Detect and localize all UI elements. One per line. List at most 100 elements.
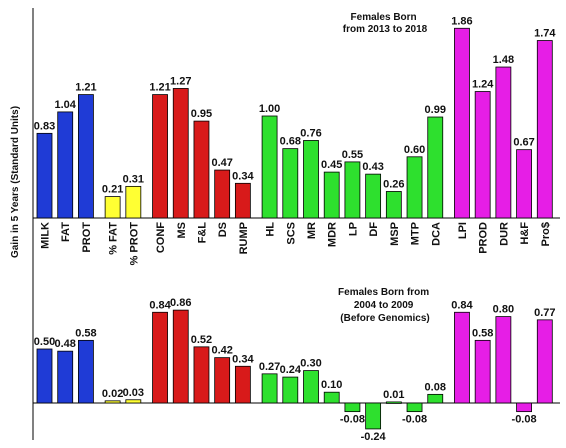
category-label-19: LPI <box>457 222 469 239</box>
category-label-3: % FAT <box>108 222 120 255</box>
top-value-label-20: 1.24 <box>472 79 494 91</box>
top-bar-4 <box>125 185 142 219</box>
top-value-label-18: 0.99 <box>425 104 446 116</box>
top-bar-20 <box>474 91 491 219</box>
bottom-value-label-8: 0.42 <box>211 345 232 357</box>
bottom-bar-14 <box>344 402 361 413</box>
bottom-value-label-21: 0.80 <box>493 304 514 316</box>
top-bar-0 <box>36 132 53 219</box>
top-bar-19 <box>454 27 470 219</box>
bottom-bar-8 <box>214 357 231 404</box>
bottom-bar-19 <box>454 311 470 404</box>
bottom-bar-20 <box>474 339 491 404</box>
top-bar-5 <box>152 94 168 219</box>
top-value-label-5: 1.21 <box>149 82 170 94</box>
top-bar-1 <box>57 111 74 219</box>
top-value-label-21: 1.48 <box>493 54 514 66</box>
top-value-label-15: 0.43 <box>362 161 383 173</box>
bottom-value-label-16: 0.01 <box>383 389 404 401</box>
category-label-10: HL <box>265 222 277 237</box>
top-value-label-22: 0.67 <box>513 137 534 149</box>
top-value-label-6: 1.27 <box>170 75 191 87</box>
bottom-bar-16 <box>385 401 402 404</box>
top-bar-17 <box>406 156 423 219</box>
bottom-chart-annotation: Females Born from 2004 to 2009 (Before G… <box>338 287 432 324</box>
bottom-value-label-13: 0.10 <box>321 379 342 391</box>
bottom-value-label-22: -0.08 <box>512 414 537 426</box>
top-bar-21 <box>495 66 512 219</box>
top-value-label-11: 0.68 <box>280 136 301 148</box>
bottom-value-label-12: 0.30 <box>300 358 321 370</box>
top-value-label-3: 0.21 <box>102 184 123 196</box>
top-bar-10 <box>261 115 278 219</box>
bottom-value-label-23: 0.77 <box>534 307 555 319</box>
category-label-9: RUMP <box>238 222 250 254</box>
top-annotation-line-2: from 2013 to 2018 <box>343 24 428 35</box>
bottom-bar-9 <box>234 365 251 404</box>
bottom-value-label-15: -0.24 <box>361 431 387 443</box>
bottom-chart-bars <box>36 309 553 430</box>
top-value-label-16: 0.26 <box>383 178 404 190</box>
category-label-20: PROD <box>478 222 490 254</box>
top-chart-category-labels: MILK FAT PROT % FAT % PROT CONF MS F&L DS RUMP HL S… <box>40 222 552 266</box>
top-chart-value-labels: 0.831.041.210.210.311.211.270.950.470.34… <box>34 15 557 195</box>
bottom-value-label-4: 0.03 <box>123 387 144 399</box>
bottom-value-label-14: -0.08 <box>340 414 365 426</box>
bottom-bar-7 <box>193 346 210 404</box>
category-label-18: DCA <box>430 222 442 246</box>
top-bar-22 <box>516 149 532 219</box>
top-value-label-1: 1.04 <box>54 99 76 111</box>
bottom-value-label-11: 0.24 <box>280 364 302 376</box>
top-value-label-2: 1.21 <box>75 82 96 94</box>
bottom-bar-17 <box>406 402 423 413</box>
top-bar-14 <box>344 161 361 219</box>
category-label-17: MTP <box>410 222 422 245</box>
y-axis-label: Gain in 5 Years (Standard Units) <box>10 106 21 258</box>
top-bar-18 <box>427 116 444 219</box>
bottom-bar-4 <box>125 399 142 404</box>
category-label-6: MS <box>176 222 188 239</box>
bottom-bar-5 <box>152 311 168 404</box>
category-label-21: DUR <box>498 222 510 246</box>
top-annotation-line-1: Females Born <box>351 12 417 23</box>
top-bar-15 <box>365 173 382 219</box>
bottom-bar-12 <box>303 370 319 404</box>
bottom-bar-15 <box>365 402 382 430</box>
top-value-label-10: 1.00 <box>259 103 280 115</box>
top-bar-13 <box>323 171 340 219</box>
bottom-value-label-1: 0.48 <box>54 338 75 350</box>
top-value-label-19: 1.86 <box>451 15 472 27</box>
top-value-label-14: 0.55 <box>342 149 363 161</box>
bottom-bar-0 <box>36 348 53 404</box>
bottom-annotation-line-3: (Before Genomics) <box>340 313 429 324</box>
bottom-value-label-9: 0.34 <box>232 353 254 365</box>
bottom-bar-23 <box>536 319 553 404</box>
top-value-label-23: 1.74 <box>534 28 556 40</box>
top-bar-12 <box>303 140 319 219</box>
category-label-0: MILK <box>40 222 52 249</box>
category-label-1: FAT <box>60 222 72 242</box>
bottom-bar-10 <box>261 373 278 404</box>
top-bar-3 <box>104 196 121 219</box>
category-label-11: SCS <box>285 222 297 245</box>
bottom-bar-6 <box>172 309 189 404</box>
bottom-bar-18 <box>427 393 444 404</box>
bottom-value-label-2: 0.58 <box>75 327 96 339</box>
top-bar-11 <box>282 148 299 219</box>
category-label-7: F&L <box>196 222 208 244</box>
bottom-bar-3 <box>104 400 121 404</box>
bottom-value-label-7: 0.52 <box>191 334 212 346</box>
bottom-value-label-3: 0.02 <box>102 388 123 400</box>
bottom-bar-1 <box>57 350 74 404</box>
bottom-bar-21 <box>495 316 512 404</box>
category-label-14: LP <box>347 222 359 236</box>
bottom-value-label-0: 0.50 <box>34 336 55 348</box>
top-value-label-12: 0.76 <box>300 127 321 139</box>
category-label-12: MR <box>306 222 318 239</box>
top-bar-7 <box>193 120 210 219</box>
top-chart-annotation: Females Born from 2013 to 2018 <box>343 12 428 35</box>
category-label-5: CONF <box>155 222 167 253</box>
bottom-chart-value-labels: 0.50 0.480.580.02 0.030.84 0.860.520.420.34… <box>34 297 556 443</box>
top-bar-23 <box>536 40 553 219</box>
